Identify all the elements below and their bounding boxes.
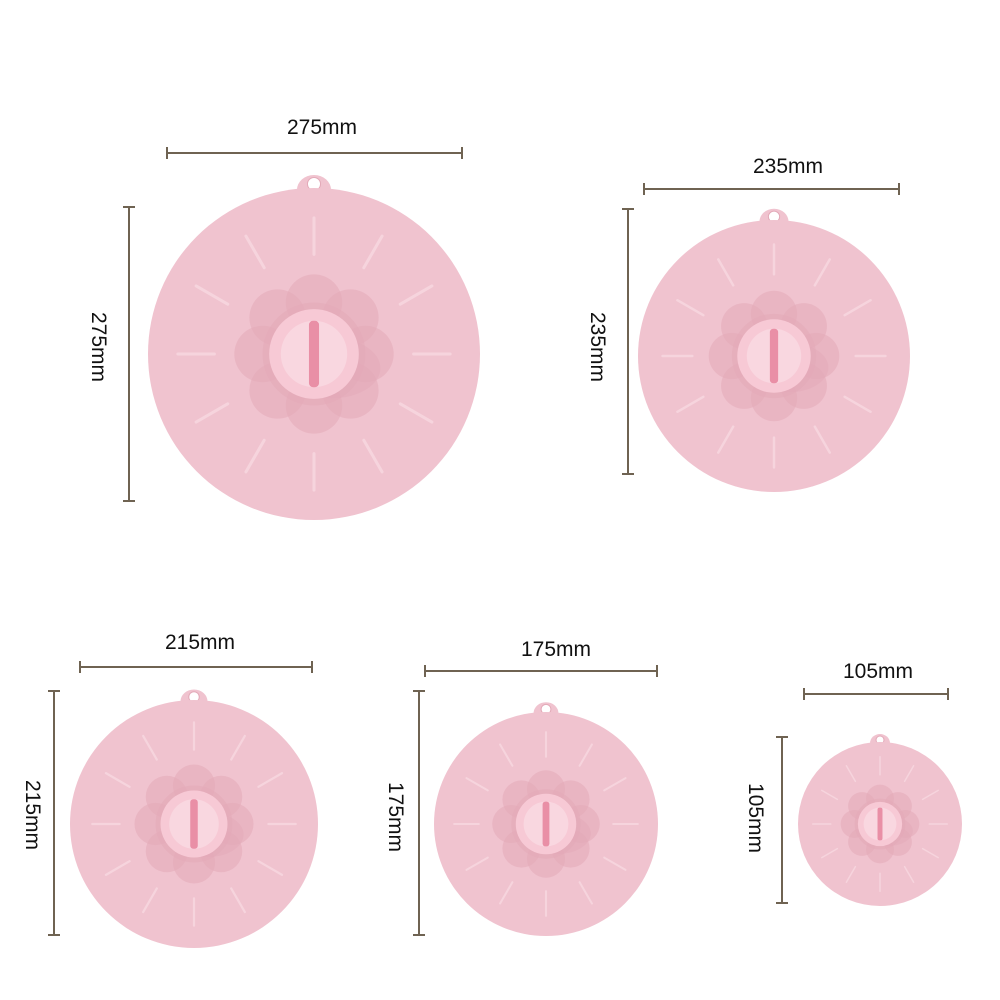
height-label-105: 105mm [744,782,767,854]
lid-175-image [434,702,658,936]
width-line-235 [643,183,900,195]
width-line-275 [166,147,463,159]
width-label-275: 275mm [286,116,358,139]
height-line-175 [413,690,425,936]
lid-275-image [148,174,480,520]
height-label-175: 175mm [384,781,407,853]
width-line-175 [424,665,658,677]
width-line-105 [803,688,949,700]
lid-235-image [638,208,910,492]
width-label-235: 235mm [752,155,824,178]
lid-105-image [798,734,962,906]
lid-215-image [70,689,318,948]
height-line-275 [123,206,135,502]
height-line-105 [776,736,788,904]
height-label-215: 215mm [21,779,44,851]
height-line-235 [622,208,634,475]
height-label-235: 235mm [586,311,609,383]
width-label-175: 175mm [520,638,592,661]
width-label-105: 105mm [842,660,914,683]
height-line-215 [48,690,60,936]
height-label-275: 275mm [87,311,110,383]
width-label-215: 215mm [164,631,236,654]
width-line-215 [79,661,313,673]
